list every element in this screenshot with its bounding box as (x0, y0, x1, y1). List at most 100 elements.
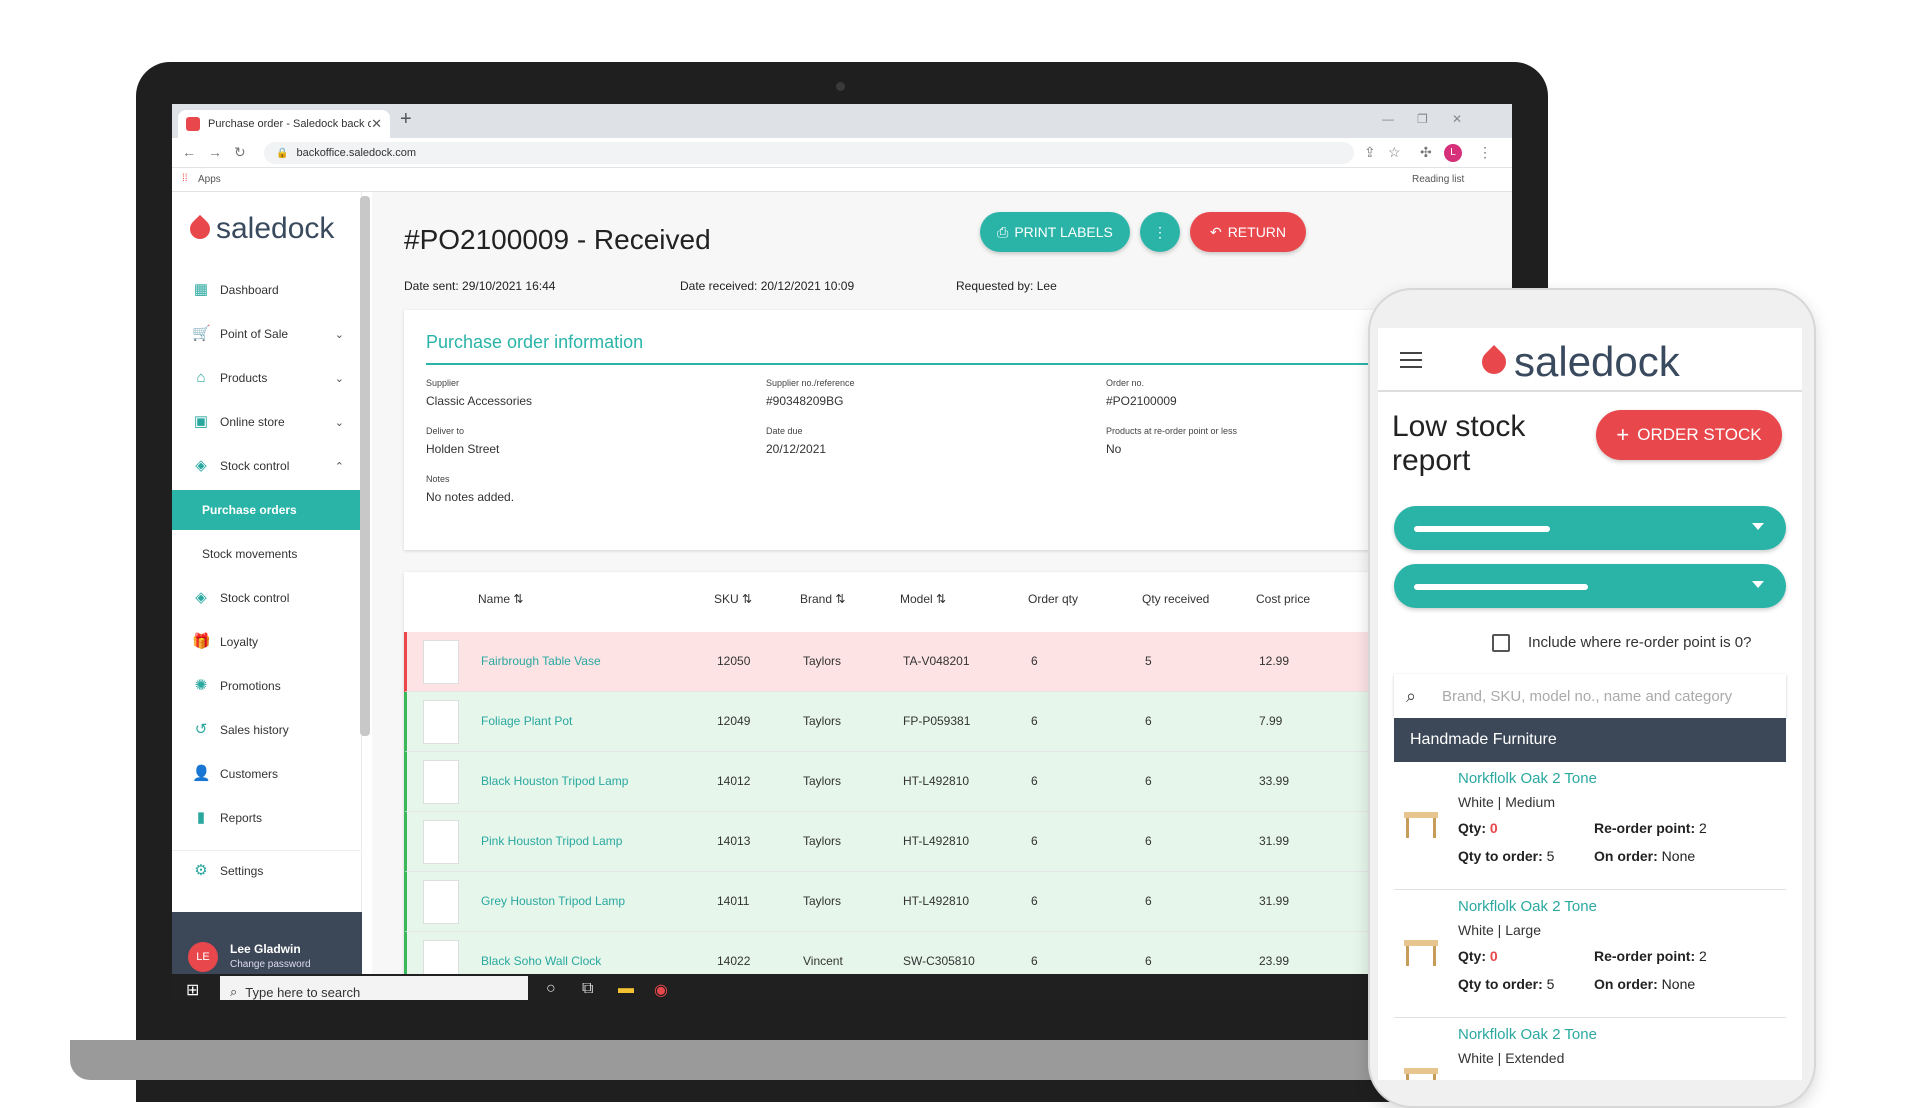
sidebar-scrollbar[interactable] (360, 196, 370, 736)
apps-bookmark[interactable]: Apps (198, 174, 221, 185)
low-stock-item[interactable]: Norkflolk Oak 2 Tone White | Medium Qty: 0… (1394, 762, 1786, 890)
item-name[interactable]: Norkflolk Oak 2 Tone (1458, 770, 1597, 787)
phone-saledock-logo[interactable]: saledock (1477, 338, 1680, 386)
forward-icon[interactable]: → (208, 144, 222, 160)
products-table: Name ⇅ SKU ⇅ Brand ⇅ Model ⇅ Order qty Q… (404, 572, 1404, 1000)
column-header-qty-received[interactable]: Qty received (1142, 592, 1210, 606)
chrome-icon[interactable]: ◉ (654, 982, 668, 999)
sidebar-item-purchase-orders[interactable]: Purchase orders (172, 490, 362, 530)
more-options-button[interactable]: ⋮ (1140, 212, 1180, 252)
sidebar-item-promotions[interactable]: ✺ Promotions (172, 666, 362, 706)
logo-text: saledock (1514, 338, 1680, 385)
minimize-icon[interactable]: — (1382, 112, 1394, 126)
table-row[interactable]: Foliage Plant Pot 12049 Taylors FP-P059381 6… (404, 692, 1404, 752)
cell-brand: Taylors (803, 714, 842, 728)
windows-taskbar: ⊞ ⌕ Type here to search ○ ⧉ ▬ ◉ ⌃ ☁ (172, 974, 1512, 1000)
back-icon[interactable]: ← (182, 144, 196, 160)
cell-received: 6 (1145, 954, 1152, 968)
filter-dropdown-2[interactable] (1394, 564, 1786, 608)
item-name[interactable]: Norkflolk Oak 2 Tone (1458, 1026, 1597, 1043)
column-header-cost-price[interactable]: Cost price (1256, 592, 1311, 606)
page-title: #PO2100009 - Received (404, 224, 711, 255)
new-tab-icon[interactable]: + (400, 108, 412, 130)
item-name[interactable]: Norkflolk Oak 2 Tone (1458, 898, 1597, 915)
reorder-zero-checkbox[interactable] (1492, 634, 1510, 652)
cell-name[interactable]: Pink Houston Tripod Lamp (481, 834, 623, 848)
cell-sku: 14013 (717, 834, 751, 848)
browser-tab-bar: Purchase order - Saledock back o ✕ + — ❐… (172, 104, 1512, 138)
cell-name[interactable]: Black Soho Wall Clock (481, 954, 602, 968)
sidebar-item-stock-control[interactable]: ◈ Stock control ⌃ (172, 446, 362, 486)
reload-icon[interactable]: ↻ (234, 144, 246, 160)
cell-name[interactable]: Fairbrough Table Vase (481, 654, 601, 668)
placeholder-bar (1414, 526, 1550, 532)
address-bar[interactable]: 🔒 backoffice.saledock.com (264, 142, 1354, 164)
apps-grid-icon[interactable]: ⁞⁞ (182, 173, 188, 184)
print-labels-button[interactable]: ⎙ PRINT LABELS (980, 212, 1130, 252)
cell-received: 5 (1145, 654, 1152, 668)
task-view-icon[interactable]: ⧉ (582, 980, 594, 997)
sidebar-item-customers[interactable]: 👤 Customers (192, 765, 279, 782)
table-row[interactable]: Pink Houston Tripod Lamp 14013 Taylors HT-L… (404, 812, 1404, 872)
share-icon[interactable]: ⇪ (1364, 144, 1376, 160)
reorder-zero-label: Include where re-order point is 0? (1528, 634, 1752, 651)
taskbar-search[interactable]: ⌕ Type here to search (220, 976, 528, 1000)
menu-icon[interactable]: ⋮ (1478, 144, 1492, 160)
deliver-to-value: Holden Street (426, 442, 500, 456)
saledock-logo[interactable]: saledock (185, 212, 334, 246)
table-row[interactable]: Black Houston Tripod Lamp 14012 Taylors HT-… (404, 752, 1404, 812)
sidebar-item-settings[interactable]: ⚙ Settings (172, 850, 362, 890)
chevron-down-icon: ⌄ (334, 328, 344, 341)
cell-name[interactable]: Black Houston Tripod Lamp (481, 774, 629, 788)
cell-cost: 33.99 (1259, 774, 1290, 788)
chevron-down-icon: ⌄ (334, 372, 344, 385)
cell-cost: 31.99 (1259, 894, 1290, 908)
low-stock-item[interactable]: Norkflolk Oak 2 Tone White | Large Qty: 0 R… (1394, 890, 1786, 1018)
table-row[interactable]: Fairbrough Table Vase 12050 Taylors TA-V048… (404, 632, 1404, 692)
cell-model: HT-L492810 (903, 834, 970, 848)
cell-received: 6 (1145, 894, 1152, 908)
table-row[interactable]: Grey Houston Tripod Lamp 14011 Taylors HT-L… (404, 872, 1404, 932)
sidebar-item-sales-history[interactable]: ↺ Sales history (172, 710, 362, 750)
search-icon: ⌕ (230, 984, 238, 999)
hamburger-menu-icon[interactable] (1400, 352, 1422, 368)
low-stock-item[interactable]: Norkflolk Oak 2 Tone White | Extended (1394, 1018, 1786, 1080)
file-explorer-icon[interactable]: ▬ (618, 980, 634, 997)
sidebar-item-stock-control-2[interactable]: ◈ Stock control (172, 578, 362, 618)
column-header-sku[interactable]: SKU ⇅ (714, 592, 753, 606)
sidebar-item-stock-movements[interactable]: Stock movements (202, 547, 298, 561)
return-button[interactable]: ↶ RETURN (1190, 212, 1306, 252)
filter-dropdown-1[interactable] (1394, 506, 1786, 550)
cell-order-qty: 6 (1031, 834, 1038, 848)
column-header-model[interactable]: Model ⇅ (900, 592, 947, 606)
product-search[interactable]: ⌕ Brand, SKU, model no., name and catego… (1394, 674, 1786, 718)
order-stock-button[interactable]: + ORDER STOCK (1596, 410, 1782, 460)
extensions-icon[interactable]: ✣ (1420, 144, 1432, 160)
sidebar-item-reports[interactable]: ▮ Reports (172, 798, 362, 838)
cell-name[interactable]: Grey Houston Tripod Lamp (481, 894, 626, 908)
card-heading: Purchase order information (426, 332, 644, 352)
sidebar-item-dashboard[interactable]: ▦ Dashboard (193, 281, 279, 298)
profile-avatar[interactable]: L (1444, 144, 1462, 162)
cortana-icon[interactable]: ○ (546, 980, 556, 997)
reading-list[interactable]: Reading list (1412, 174, 1465, 185)
restore-icon[interactable]: ❐ (1417, 112, 1428, 126)
change-password-link[interactable]: Change password (230, 959, 311, 970)
sidebar-item-products[interactable]: ⌂ Products ⌄ (172, 358, 362, 398)
star-icon[interactable]: ☆ (1388, 144, 1401, 160)
cell-name[interactable]: Foliage Plant Pot (481, 714, 573, 728)
windows-start-icon[interactable]: ⊞ (186, 982, 200, 999)
sidebar-item-online-store[interactable]: ▣ Online store ⌄ (193, 413, 344, 430)
supplier-ref-label: Supplier no./reference (766, 378, 855, 388)
close-window-icon[interactable]: ✕ (1452, 112, 1463, 126)
column-header-order-qty[interactable]: Order qty (1028, 592, 1079, 606)
browser-tab[interactable]: Purchase order - Saledock back o ✕ (178, 110, 390, 138)
close-tab-icon[interactable]: ✕ (371, 116, 382, 131)
sidebar-item-point-of-sale[interactable]: 🛒 Point of Sale ⌄ (192, 325, 344, 342)
sidebar-item-loyalty[interactable]: 🎁 Loyalty (192, 633, 259, 650)
bookmarks-bar: ⁞⁞ Apps Reading list (172, 168, 1512, 192)
item-variant: White | Medium (1458, 794, 1555, 810)
column-header-brand[interactable]: Brand ⇅ (800, 592, 846, 606)
cell-sku: 12050 (717, 654, 751, 668)
column-header-name[interactable]: Name ⇅ (478, 592, 524, 606)
